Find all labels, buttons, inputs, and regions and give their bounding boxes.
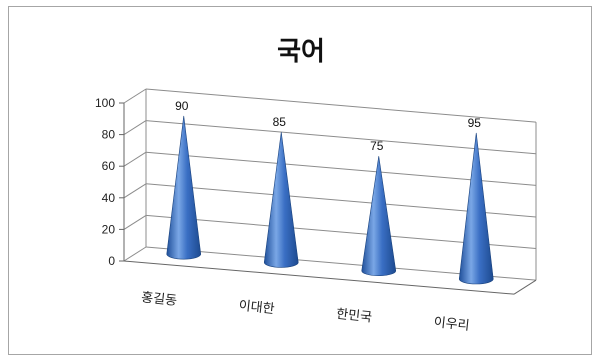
cone-2: [263, 132, 299, 268]
side-gridline: [123, 88, 147, 104]
y-tick-label: 0: [108, 254, 115, 268]
side-gridline: [123, 151, 147, 167]
chart-title: 국어: [277, 37, 325, 67]
y-tick-label: 40: [102, 191, 116, 205]
labels: 0 20 40 60 80 100 90 홍길동 85 이대한 75 한민국 95 이우리: [95, 96, 481, 334]
category-label: 한민국: [335, 307, 372, 326]
data-label: 85: [273, 115, 287, 129]
y-tick-label: 20: [102, 222, 116, 236]
cone-chart: 0 20 40 60 80 100 90 홍길동 85 이대한 75 한민국 95 이우리: [95, 88, 537, 334]
side-gridline: [123, 183, 147, 199]
gridlines: [123, 88, 537, 281]
category-label: 이우리: [433, 315, 470, 334]
floor-right-edge: [513, 279, 537, 295]
data-label: 75: [370, 139, 384, 153]
cone-body: [361, 156, 397, 277]
cone-3: [361, 156, 397, 277]
y-tick-label: 60: [102, 159, 116, 173]
cone-4: [458, 132, 494, 285]
back-gridline: [145, 88, 537, 123]
y-tick-label: 100: [95, 96, 115, 110]
x-axis: [123, 260, 515, 295]
category-label: 이대한: [238, 299, 275, 318]
side-gridline: [123, 120, 147, 136]
data-label: 90: [175, 99, 189, 113]
cone-body: [166, 115, 202, 260]
cone-1: [166, 115, 202, 260]
side-gridline: [123, 214, 147, 230]
y-tick-label: 80: [102, 128, 116, 142]
chart-frame: 국어 0 20 40 60 80 100 90 홍길동 85 이대한 75 한민국 95 이우리: [8, 6, 592, 355]
category-label: 홍길동: [140, 290, 177, 309]
axes: [119, 102, 537, 295]
back-gridline: [145, 120, 537, 155]
cones: [166, 115, 494, 285]
data-label: 95: [468, 116, 482, 130]
side-gridline: [123, 246, 147, 262]
cone-body: [263, 132, 299, 268]
cone-body: [458, 132, 494, 285]
